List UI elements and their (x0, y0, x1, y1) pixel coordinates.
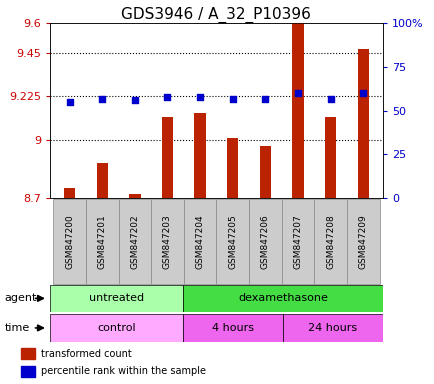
Text: GSM847205: GSM847205 (228, 214, 237, 269)
Bar (281, 199, 314, 284)
Text: GSM847207: GSM847207 (293, 214, 302, 269)
Text: GSM847202: GSM847202 (130, 214, 139, 269)
Bar (357, 49, 368, 198)
Text: untreated: untreated (89, 293, 144, 303)
Text: time: time (4, 323, 30, 333)
Point (131, 97, 138, 103)
Bar (50, 285, 183, 312)
Point (229, 96, 236, 102)
Bar (53, 199, 86, 284)
Text: GSM847203: GSM847203 (163, 214, 171, 269)
Text: GSM847206: GSM847206 (260, 214, 269, 269)
Bar (64, 189, 75, 198)
Bar (161, 117, 173, 198)
Bar (324, 117, 335, 198)
Text: transformed count: transformed count (41, 349, 132, 359)
Bar (194, 113, 205, 198)
Text: GSM847209: GSM847209 (358, 214, 367, 269)
Bar (86, 199, 118, 284)
Text: control: control (97, 323, 135, 333)
Bar (314, 199, 346, 284)
Bar (259, 146, 270, 198)
Point (164, 94, 171, 100)
Point (66, 99, 73, 105)
Point (99, 96, 105, 102)
Bar (283, 314, 382, 342)
Text: 4 hours: 4 hours (211, 323, 253, 333)
Bar (292, 23, 303, 198)
Text: agent: agent (4, 293, 36, 303)
Bar (21, 366, 35, 376)
Bar (183, 314, 283, 342)
Bar (151, 199, 184, 284)
Text: 24 hours: 24 hours (308, 323, 357, 333)
Bar (118, 199, 151, 284)
Bar (50, 314, 183, 342)
Text: GSM847201: GSM847201 (98, 214, 106, 269)
Point (359, 90, 366, 96)
Text: percentile rank within the sample: percentile rank within the sample (41, 366, 206, 376)
Text: GSM847208: GSM847208 (326, 214, 334, 269)
Bar (346, 199, 379, 284)
Bar (96, 163, 108, 198)
Text: GSM847204: GSM847204 (195, 214, 204, 269)
Bar (227, 138, 238, 198)
Point (326, 96, 333, 102)
Point (294, 90, 301, 96)
Text: GSM847200: GSM847200 (65, 214, 74, 269)
Bar (183, 285, 382, 312)
Bar (249, 199, 281, 284)
Bar (184, 199, 216, 284)
Bar (216, 199, 249, 284)
Point (261, 96, 268, 102)
Title: GDS3946 / A_32_P10396: GDS3946 / A_32_P10396 (121, 7, 311, 23)
Point (196, 94, 203, 100)
Text: dexamethasone: dexamethasone (237, 293, 327, 303)
Bar (129, 194, 140, 198)
Bar (21, 348, 35, 359)
